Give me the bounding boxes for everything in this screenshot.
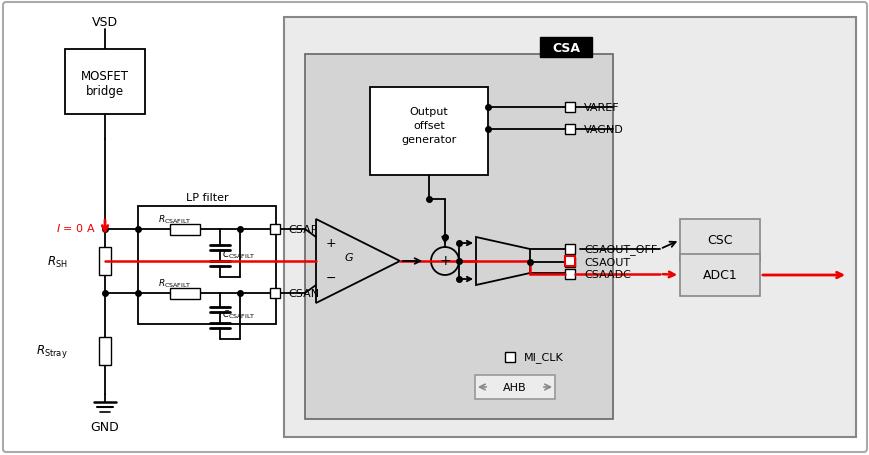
Text: +: + <box>439 253 450 268</box>
Bar <box>269 288 280 298</box>
Text: Output: Output <box>409 107 448 117</box>
Text: CSC: CSC <box>706 234 732 247</box>
Text: $C_{\mathsf{CSAFILT}}$: $C_{\mathsf{CSAFILT}}$ <box>222 308 255 320</box>
Text: GND: GND <box>90 420 119 434</box>
Bar <box>474 375 554 399</box>
Text: VAREF: VAREF <box>583 103 619 113</box>
Bar <box>564 258 574 268</box>
Bar <box>169 288 200 299</box>
Text: CSAOUT: CSAOUT <box>583 258 629 268</box>
Text: $R_{\mathsf{CSAFILT}}$: $R_{\mathsf{CSAFILT}}$ <box>158 277 191 290</box>
Text: G: G <box>345 253 353 263</box>
Text: +: + <box>326 237 336 250</box>
Bar <box>564 244 574 254</box>
Bar <box>680 254 760 296</box>
Text: $\mathit{I}$ = 0 A: $\mathit{I}$ = 0 A <box>56 222 96 233</box>
Text: CSAADC: CSAADC <box>583 269 630 279</box>
Text: $R_{\mathsf{SH}}$: $R_{\mathsf{SH}}$ <box>47 254 68 269</box>
Text: CSAOUT_OFF: CSAOUT_OFF <box>583 244 656 255</box>
Bar <box>564 103 574 113</box>
Text: −: − <box>326 271 336 284</box>
Bar <box>564 269 574 279</box>
Bar <box>99 337 111 365</box>
Bar <box>269 224 280 234</box>
Text: VAGND: VAGND <box>583 125 623 135</box>
Text: CSAN: CSAN <box>288 288 319 298</box>
FancyBboxPatch shape <box>3 3 866 452</box>
Bar <box>169 224 200 236</box>
Text: offset: offset <box>413 121 444 131</box>
Text: CSA: CSA <box>551 41 580 55</box>
Bar <box>283 18 855 437</box>
Text: AHB: AHB <box>502 382 527 392</box>
Bar <box>65 50 145 115</box>
Text: LP filter: LP filter <box>185 192 228 202</box>
Text: ADC1: ADC1 <box>702 269 737 282</box>
Text: $R_{\mathsf{CSAFILT}}$: $R_{\mathsf{CSAFILT}}$ <box>158 213 191 226</box>
Bar <box>138 207 275 324</box>
Bar <box>305 55 613 419</box>
Text: MOSFET: MOSFET <box>81 69 129 82</box>
Bar <box>99 248 111 275</box>
Bar <box>369 88 488 176</box>
Text: MI_CLK: MI_CLK <box>523 352 563 363</box>
Text: $R_{\mathsf{Stray}}$: $R_{\mathsf{Stray}}$ <box>36 343 68 360</box>
Text: CSAP: CSAP <box>288 224 317 234</box>
Text: generator: generator <box>401 135 456 145</box>
Bar <box>564 125 574 135</box>
Text: bridge: bridge <box>86 84 124 97</box>
Bar <box>540 38 591 58</box>
Bar <box>564 257 574 267</box>
Bar <box>680 219 760 262</box>
Bar <box>504 352 514 362</box>
Text: VSD: VSD <box>92 15 118 28</box>
Text: $C_{\mathsf{CSAFILT}}$: $C_{\mathsf{CSAFILT}}$ <box>222 248 255 261</box>
